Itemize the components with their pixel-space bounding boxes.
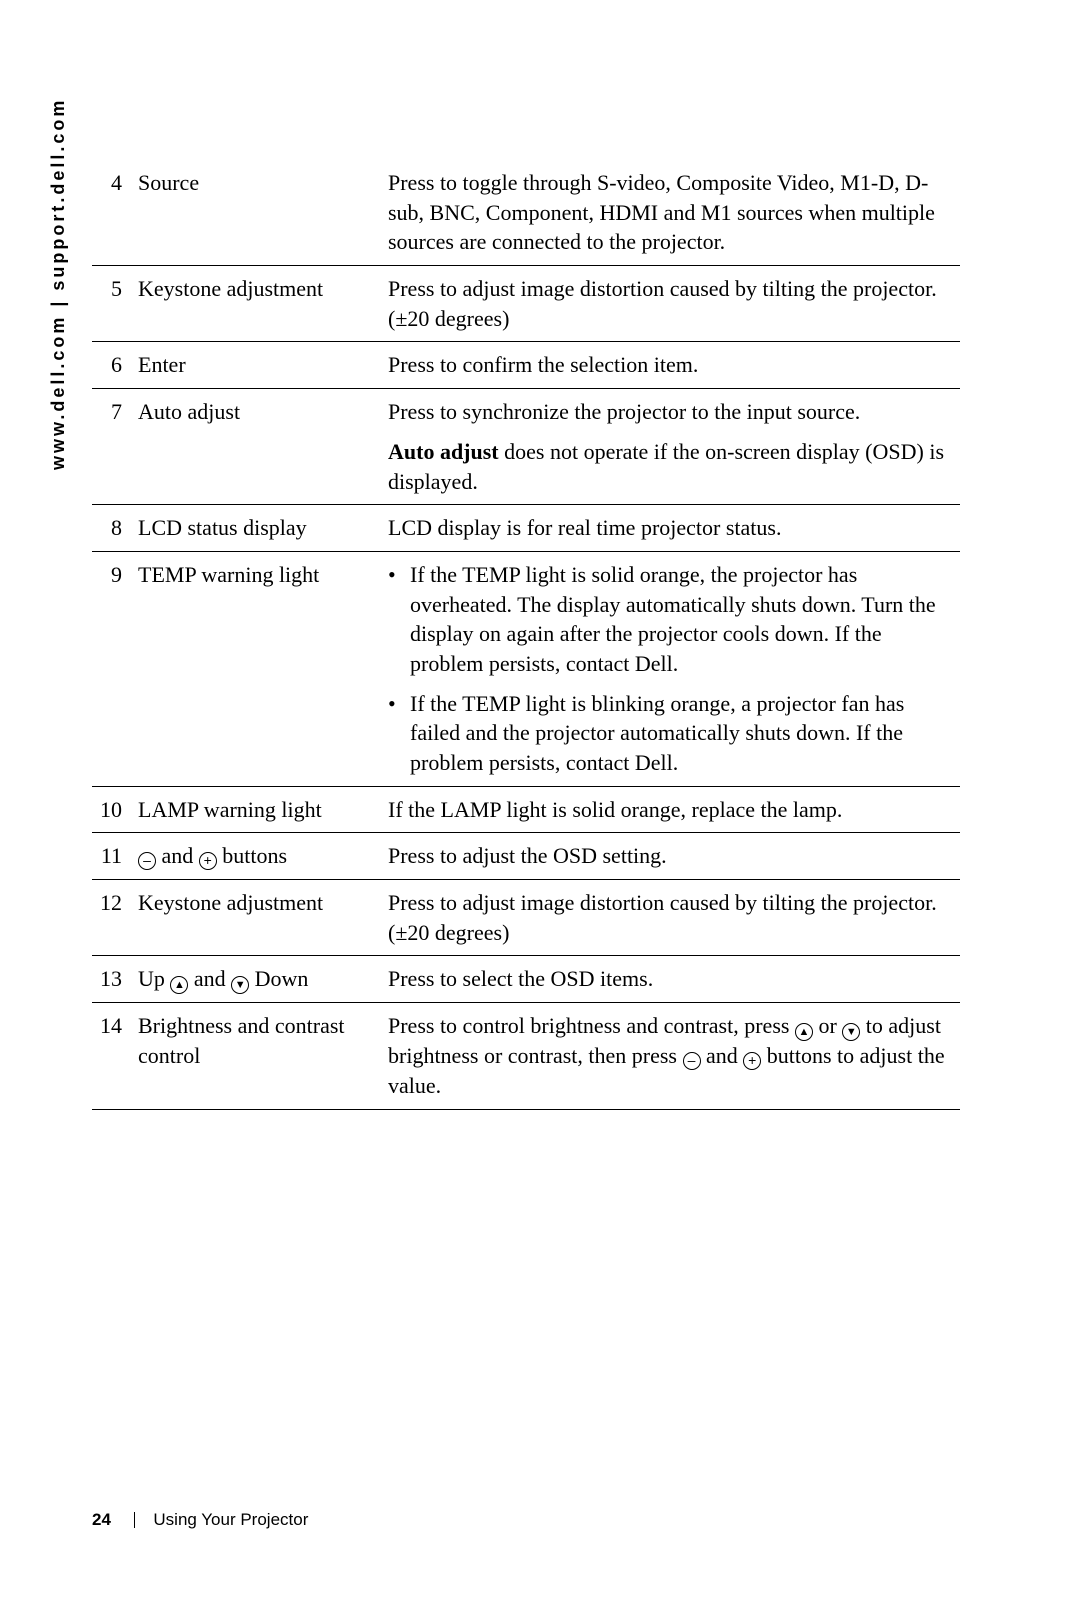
row-name: LCD status display bbox=[132, 505, 382, 552]
row-description: Press to adjust image distortion caused … bbox=[382, 880, 960, 956]
table-row: 5Keystone adjustmentPress to adjust imag… bbox=[92, 266, 960, 342]
plus-icon: + bbox=[743, 1052, 761, 1070]
table-row: 6EnterPress to confirm the selection ite… bbox=[92, 342, 960, 389]
up-icon: ▲ bbox=[795, 1023, 813, 1041]
row-name: Source bbox=[132, 160, 382, 266]
minus-icon: – bbox=[138, 852, 156, 870]
down-icon: ▼ bbox=[842, 1023, 860, 1041]
sidebar-url-text: www.dell.com | support.dell.com bbox=[48, 98, 69, 470]
table-row: 10LAMP warning lightIf the LAMP light is… bbox=[92, 786, 960, 833]
table-row: 11– and + buttonsPress to adjust the OSD… bbox=[92, 833, 960, 880]
row-number: 14 bbox=[92, 1003, 132, 1109]
footer-separator bbox=[134, 1512, 135, 1528]
minus-icon: – bbox=[683, 1052, 701, 1070]
row-number: 13 bbox=[92, 956, 132, 1003]
row-name: Keystone adjustment bbox=[132, 266, 382, 342]
plus-icon: + bbox=[199, 852, 217, 870]
row-number: 5 bbox=[92, 266, 132, 342]
row-description: Press to control brightness and contrast… bbox=[382, 1003, 960, 1109]
row-name: Enter bbox=[132, 342, 382, 389]
page-footer: 24 Using Your Projector bbox=[92, 1510, 308, 1530]
table-row: 9TEMP warning light•If the TEMP light is… bbox=[92, 551, 960, 786]
row-description: LCD display is for real time projector s… bbox=[382, 505, 960, 552]
table-row: 14Brightness and contrast controlPress t… bbox=[92, 1003, 960, 1109]
table-row: 4SourcePress to toggle through S-video, … bbox=[92, 160, 960, 266]
row-number: 12 bbox=[92, 880, 132, 956]
row-description: Press to toggle through S-video, Composi… bbox=[382, 160, 960, 266]
row-number: 11 bbox=[92, 833, 132, 880]
row-description: Press to select the OSD items. bbox=[382, 956, 960, 1003]
row-number: 9 bbox=[92, 551, 132, 786]
row-number: 4 bbox=[92, 160, 132, 266]
row-description: Press to confirm the selection item. bbox=[382, 342, 960, 389]
row-description: Press to adjust the OSD setting. bbox=[382, 833, 960, 880]
reference-table: 4SourcePress to toggle through S-video, … bbox=[92, 160, 960, 1110]
table-row: 8LCD status displayLCD display is for re… bbox=[92, 505, 960, 552]
row-number: 6 bbox=[92, 342, 132, 389]
row-name: Keystone adjustment bbox=[132, 880, 382, 956]
row-description: •If the TEMP light is solid orange, the … bbox=[382, 551, 960, 786]
up-icon: ▲ bbox=[170, 976, 188, 994]
page-number: 24 bbox=[92, 1510, 111, 1529]
row-description: Press to synchronize the projector to th… bbox=[382, 389, 960, 505]
row-name: Brightness and contrast control bbox=[132, 1003, 382, 1109]
row-description: If the LAMP light is solid orange, repla… bbox=[382, 786, 960, 833]
row-name: TEMP warning light bbox=[132, 551, 382, 786]
table-row: 12Keystone adjustmentPress to adjust ima… bbox=[92, 880, 960, 956]
down-icon: ▼ bbox=[231, 976, 249, 994]
main-content: 4SourcePress to toggle through S-video, … bbox=[92, 160, 960, 1110]
row-name: Up ▲ and ▼ Down bbox=[132, 956, 382, 1003]
table-row: 13Up ▲ and ▼ DownPress to select the OSD… bbox=[92, 956, 960, 1003]
row-number: 10 bbox=[92, 786, 132, 833]
row-number: 7 bbox=[92, 389, 132, 505]
row-name: – and + buttons bbox=[132, 833, 382, 880]
row-number: 8 bbox=[92, 505, 132, 552]
row-name: Auto adjust bbox=[132, 389, 382, 505]
row-name: LAMP warning light bbox=[132, 786, 382, 833]
row-description: Press to adjust image distortion caused … bbox=[382, 266, 960, 342]
table-row: 7Auto adjustPress to synchronize the pro… bbox=[92, 389, 960, 505]
section-title: Using Your Projector bbox=[153, 1510, 308, 1529]
